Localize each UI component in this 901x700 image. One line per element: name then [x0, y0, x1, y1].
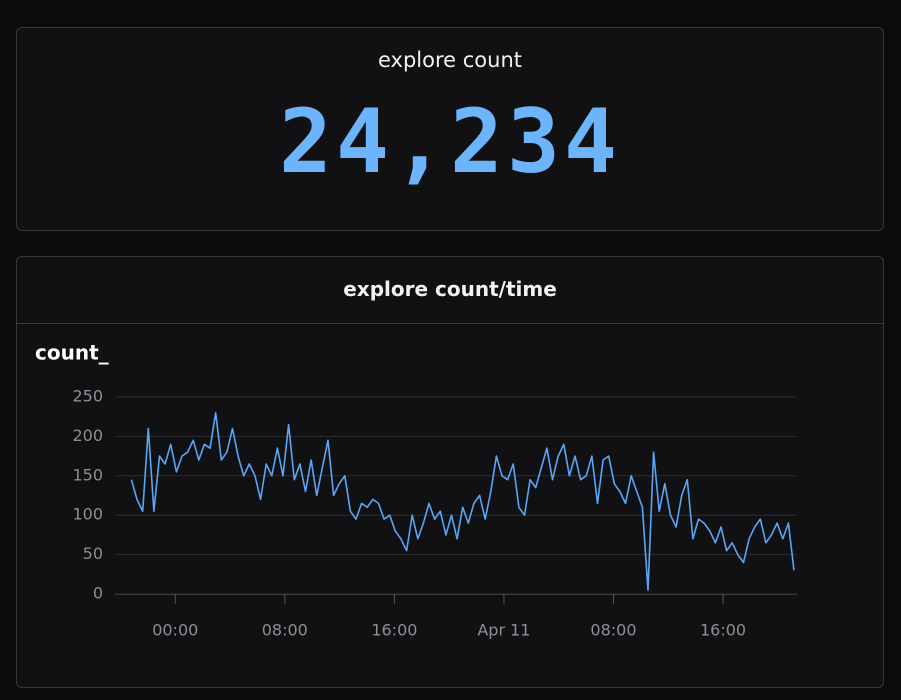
y-tick-label: 200: [72, 426, 103, 445]
panel-title: explore count: [377, 48, 522, 72]
x-tick-label: 16:00: [700, 621, 746, 640]
x-tick-label: 08:00: [590, 621, 636, 640]
x-tick-label: 16:00: [371, 621, 417, 640]
y-tick-label: 250: [72, 387, 103, 406]
x-tick-label: 00:00: [152, 621, 198, 640]
y-axis-label: count_: [35, 341, 109, 365]
y-tick-label: 150: [72, 465, 103, 484]
y-tick-label: 0: [93, 584, 103, 603]
data-line: [130, 412, 795, 591]
x-tick-label: 08:00: [262, 621, 308, 640]
stat-value: 24,234: [279, 90, 621, 193]
stat-panel: explore count 24,234: [16, 27, 884, 231]
y-tick-label: 50: [83, 544, 103, 563]
divider: [17, 323, 883, 324]
y-tick-label: 100: [72, 505, 103, 524]
x-tick-label: Apr 11: [477, 621, 530, 640]
panel-title: explore count/time: [343, 277, 557, 301]
chart-panel: explore count/time: [16, 256, 884, 688]
